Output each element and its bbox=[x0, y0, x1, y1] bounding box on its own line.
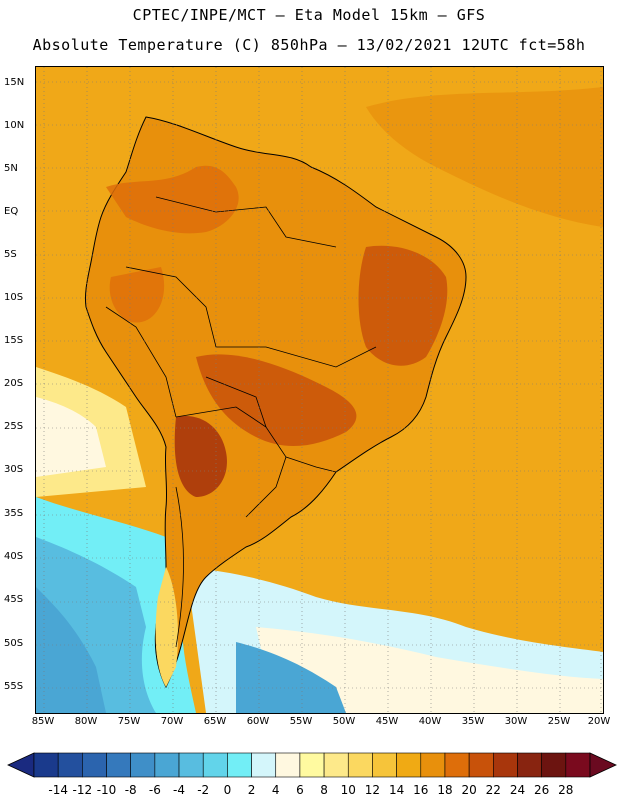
colorbar-cell bbox=[178, 752, 204, 778]
colorbar-tick-label: 14 bbox=[388, 783, 405, 797]
colorbar-cell bbox=[227, 752, 252, 778]
lon-label: 60W bbox=[246, 716, 270, 727]
colorbar-cell bbox=[275, 752, 301, 778]
colorbar-cell bbox=[517, 752, 542, 778]
colorbar-tick-label: 24 bbox=[509, 783, 526, 797]
colorbar-cell bbox=[493, 752, 518, 778]
colorbar-cell bbox=[420, 752, 446, 778]
lat-label: 35S bbox=[4, 508, 24, 519]
lat-label: EQ bbox=[4, 206, 19, 217]
colorbar-over-arrow bbox=[589, 752, 617, 778]
lat-label: 10N bbox=[4, 120, 25, 131]
colorbar-cell bbox=[130, 752, 156, 778]
colorbar-tick-label: 6 bbox=[296, 783, 304, 797]
colorbar-cell bbox=[372, 752, 397, 778]
colorbar-cell bbox=[396, 752, 422, 778]
colorbar-under-arrow bbox=[7, 752, 35, 778]
pacific-cooler-patch bbox=[36, 397, 106, 477]
patagonia-mild-area bbox=[155, 567, 178, 687]
lon-label: 30W bbox=[504, 716, 528, 727]
colorbar-tick-label: -6 bbox=[148, 783, 161, 797]
lat-label: 55S bbox=[4, 681, 24, 692]
lat-label: 5N bbox=[4, 163, 18, 174]
lat-label: 25S bbox=[4, 421, 24, 432]
lat-label: 40S bbox=[4, 551, 24, 562]
colorbar-cell bbox=[299, 752, 325, 778]
lon-label: 45W bbox=[375, 716, 399, 727]
lon-label: 75W bbox=[117, 716, 141, 727]
south-atlantic-mild-field bbox=[256, 627, 603, 713]
atlantic-warm-band bbox=[366, 87, 603, 227]
colorbar-cell bbox=[202, 752, 228, 778]
colorbar-tick-label: 0 bbox=[223, 783, 232, 797]
colorbar-tick-label: 22 bbox=[485, 783, 501, 797]
lon-label: 80W bbox=[74, 716, 98, 727]
colorbar-tick-label: -12 bbox=[72, 783, 93, 797]
lon-label: 65W bbox=[203, 716, 227, 727]
map-subtitle: Absolute Temperature (C) 850hPa – 13/02/… bbox=[32, 36, 586, 54]
lat-label: 5S bbox=[4, 249, 17, 260]
lon-label: 70W bbox=[160, 716, 184, 727]
colorbar-cell bbox=[347, 752, 373, 778]
map-canvas bbox=[36, 67, 603, 713]
northeast-brazil-hot-area bbox=[358, 245, 448, 366]
lat-label: 30S bbox=[4, 464, 24, 475]
lat-label: 20S bbox=[4, 378, 24, 389]
northern-hot-area bbox=[106, 165, 239, 234]
colorbar-cell bbox=[106, 752, 131, 778]
colorbar-tick-label: 10 bbox=[340, 783, 356, 797]
colorbar-cell bbox=[33, 752, 59, 778]
lon-label: 20W bbox=[587, 716, 611, 727]
colorbar-tick-label: 26 bbox=[534, 783, 550, 797]
lat-label: 50S bbox=[4, 638, 24, 649]
falklands-cold-tongue bbox=[236, 642, 346, 713]
colorbar-tick-label: 8 bbox=[320, 783, 328, 797]
central-hot-area bbox=[196, 354, 357, 447]
colorbar-cell bbox=[541, 752, 567, 778]
colorbar-cell bbox=[82, 752, 107, 778]
colorbar-cells bbox=[33, 752, 591, 778]
colorbar-cell bbox=[154, 752, 180, 778]
colorbar-cell bbox=[468, 752, 494, 778]
lat-label: 10S bbox=[4, 292, 24, 303]
lon-label: 25W bbox=[547, 716, 571, 727]
colorbar-tick-label: 18 bbox=[437, 783, 453, 797]
colorbar-cell bbox=[323, 752, 349, 778]
andes-hot-strip bbox=[109, 267, 165, 323]
temperature-map bbox=[35, 66, 604, 714]
map-title: CPTEC/INPE/MCT – Eta Model 15km – GFS bbox=[132, 6, 486, 24]
colorbar-tick-label: -10 bbox=[96, 783, 117, 797]
colorbar-tick-label: 28 bbox=[558, 783, 574, 797]
colorbar-tick-label: -14 bbox=[48, 783, 68, 797]
colorbar-tick-label: 4 bbox=[271, 783, 280, 797]
chaco-hottest-area bbox=[174, 416, 227, 497]
colorbar-cell bbox=[57, 752, 83, 778]
colorbar-cell bbox=[444, 752, 470, 778]
colorbar-tick-label: 12 bbox=[364, 783, 381, 797]
colorbar-tick-label: -4 bbox=[173, 783, 186, 797]
lon-label: 50W bbox=[332, 716, 356, 727]
lat-label: 15N bbox=[4, 77, 25, 88]
lon-label: 85W bbox=[31, 716, 55, 727]
colorbar-tick-label: -8 bbox=[124, 783, 137, 797]
colorbar-tick-label: 20 bbox=[461, 783, 477, 797]
southern-coldest-field bbox=[36, 587, 106, 713]
lon-label: 35W bbox=[461, 716, 485, 727]
colorbar-tick-label: -2 bbox=[197, 783, 210, 797]
lat-label: 15S bbox=[4, 335, 24, 346]
colorbar-cell bbox=[565, 752, 591, 778]
colorbar-cell bbox=[251, 752, 277, 778]
colorbar-tick-label: 16 bbox=[413, 783, 429, 797]
temperature-colorbar bbox=[7, 752, 617, 778]
lon-label: 55W bbox=[289, 716, 313, 727]
colorbar-tick-label: 2 bbox=[247, 783, 256, 797]
graticule bbox=[36, 67, 603, 713]
lon-label: 40W bbox=[418, 716, 442, 727]
lat-label: 45S bbox=[4, 594, 24, 605]
